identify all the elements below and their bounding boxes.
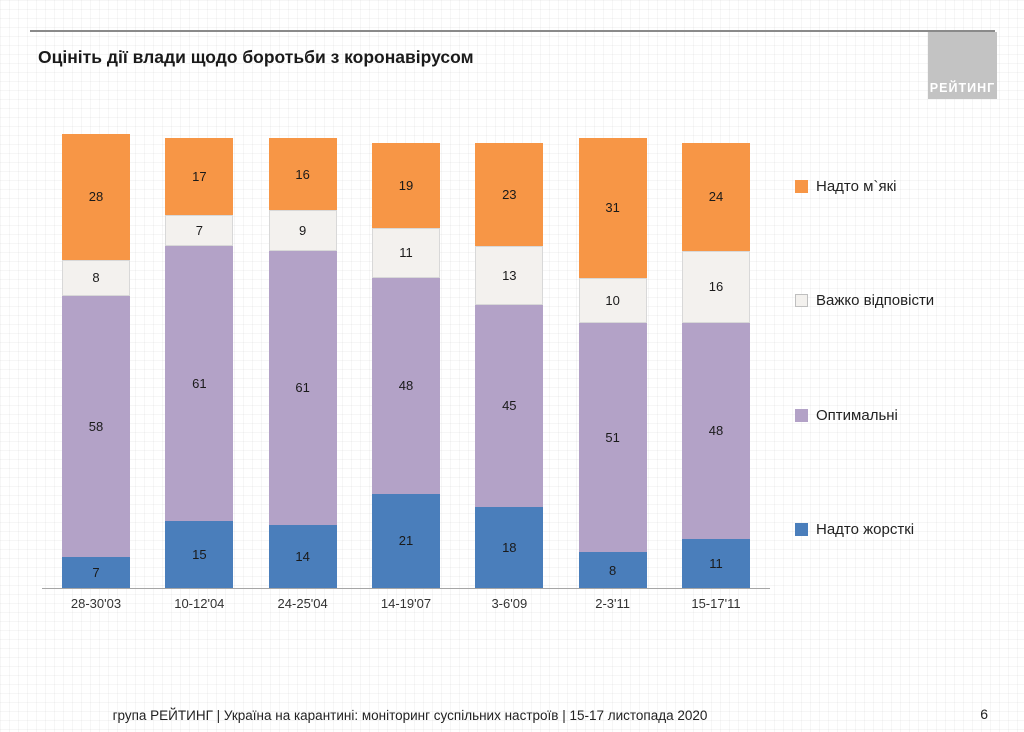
bar-column: 8 51 10 31 [578,138,647,588]
legend-item: Надто м`які [795,178,934,195]
segment-value-label: 61 [295,380,310,396]
segment-value-label: 8 [92,270,100,285]
x-axis-tick-label: 14-19'07 [380,596,432,611]
x-axis-tick-label: 10-12'04 [174,596,225,611]
bar-segment: 17 [165,138,234,215]
legend-label: Важко відповісти [816,292,935,310]
bar-segment: 7 [165,214,234,246]
segment-value-label: 18 [502,540,517,555]
bar-segment: 21 [371,493,440,588]
bar-segment: 48 [681,322,750,539]
page-title: Оцініть дії влади щодо боротьби з корона… [38,47,474,67]
bar-segment: 16 [268,138,337,210]
legend-label: Надто жорсткі [816,520,915,538]
segment-value-label: 7 [92,564,100,580]
rating-logo: РЕЙТИНГ [928,32,997,99]
footer-text: група РЕЙТИНГ | Україна на карантині: мо… [112,708,708,723]
legend-swatch [795,180,808,193]
segment-value-label: 19 [398,177,414,193]
top-divider [30,30,995,32]
bar-segment: 48 [371,277,440,494]
bar-segment: 16 [681,250,750,323]
bar-segment: 61 [165,246,234,521]
bar-segment: 9 [268,210,337,251]
page-number: 6 [980,706,988,722]
bar-segment: 31 [578,138,647,278]
bar-segment: 8 [62,259,130,296]
legend-swatch [795,294,808,308]
x-axis-tick-label: 28-30'03 [70,596,122,611]
segment-value-label: 51 [605,429,620,445]
bar-segment: 11 [681,538,750,588]
x-axis-labels: 28-30'03 10-12'04 24-25'04 14-19'07 3-6'09 2-… [42,596,770,611]
bar-segment: 8 [578,552,647,588]
segment-value-label: 11 [399,245,413,261]
segment-value-label: 48 [398,378,414,393]
bar-segment: 10 [578,277,647,323]
bar-segment: 51 [578,322,647,552]
segment-value-label: 16 [295,166,310,182]
segment-value-label: 16 [708,279,724,294]
x-axis-tick-label: 2-3'11 [595,596,631,611]
segment-value-label: 11 [709,555,723,571]
bar-column: 15 61 7 17 [165,138,234,588]
bar-segment: 23 [475,142,544,246]
bar-segment: 24 [681,142,750,251]
legend-item: Важко відповісти [795,292,934,309]
bar-segment: 19 [371,142,440,228]
bar-column: 11 48 16 24 [681,142,750,588]
segment-value-label: 15 [192,546,207,562]
bar-segment: 45 [475,304,544,507]
segment-value-label: 28 [88,189,104,204]
segment-value-label: 45 [502,398,517,414]
bar-segment: 14 [268,525,337,588]
legend-label: Оптимальні [816,406,898,424]
bar-segment: 7 [62,556,130,588]
stacked-bar-chart: 7 58 8 28 15 61 7 17 14 61 9 16 21 48 11 19 18 45 13 23 8 51 1… [42,133,770,588]
segment-value-label: 58 [88,418,104,434]
bar-segment: 15 [165,520,234,588]
bar-segment: 18 [475,507,544,588]
x-axis-tick-label: 24-25'04 [277,596,328,611]
bar-segment: 28 [62,133,130,260]
bar-column: 18 45 13 23 [475,142,544,588]
segment-value-label: 10 [605,292,620,308]
segment-value-label: 24 [708,189,724,204]
x-axis-tick-label: 3-6'09 [491,596,528,611]
segment-value-label: 48 [708,423,724,438]
x-axis-tick-label: 15-17'11 [691,596,741,611]
legend-item: Надто жорсткі [795,521,934,538]
segment-value-label: 17 [192,168,207,184]
segment-value-label: 23 [502,186,517,202]
legend-item: Оптимальні [795,407,934,424]
bar-column: 7 58 8 28 [62,133,130,588]
legend-swatch [795,408,808,422]
segment-value-label: 7 [195,222,203,238]
segment-value-label: 9 [299,222,307,238]
legend-label: Надто м`які [816,178,897,195]
bar-segment: 58 [62,295,130,557]
bar-column: 21 48 11 19 [371,142,440,588]
segment-value-label: 61 [192,375,207,391]
legend: Надто м`які Важко відповісти Оптимальні Над… [795,178,934,538]
bar-segment: 13 [475,246,544,305]
bar-segment: 11 [371,228,440,278]
bar-column: 14 61 9 16 [268,138,337,588]
legend-swatch [795,522,808,536]
bar-segment: 61 [268,250,337,525]
segment-value-label: 14 [295,549,310,564]
segment-value-label: 31 [605,200,620,216]
segment-value-label: 21 [398,533,414,549]
segment-value-label: 8 [609,562,617,578]
x-axis-line [42,588,770,589]
segment-value-label: 13 [502,267,517,283]
